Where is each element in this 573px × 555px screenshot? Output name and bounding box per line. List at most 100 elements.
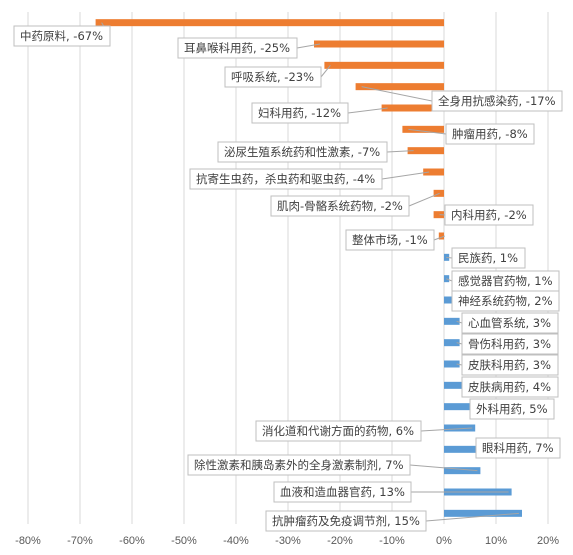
data-label-box [475,437,561,459]
bar [444,339,460,347]
leader-line [425,512,520,522]
data-label: 妇科用药, -12% [258,106,341,120]
bar [423,168,444,176]
data-label-box [461,354,559,376]
data-label-box [189,168,383,190]
data-label: 血液和造血器官药, 13% [280,485,405,499]
data-label: 除性激素和胰岛素外的全身激素制剂, 7% [194,458,404,472]
data-label: 感觉器官药物, 1% [458,274,553,288]
bar [314,40,444,48]
x-tick-label: -20% [327,535,353,547]
bar [444,317,460,325]
data-label-box [270,195,410,217]
data-label-box [345,229,435,251]
bar [444,467,481,475]
data-label-box [265,510,427,532]
leader-line [456,363,463,366]
data-label-box [444,204,534,226]
bar [444,509,522,517]
data-label-box [251,102,349,124]
leader-line [456,320,463,324]
data-label-box [461,376,559,398]
x-tick-label: 20% [537,535,559,547]
bar [438,232,444,240]
data-label-box [469,398,555,420]
bar [402,125,444,133]
data-label-box [461,333,559,355]
data-label-box [224,66,322,88]
bar [324,61,444,69]
leader-line [456,342,463,345]
leader-line [420,427,473,432]
data-label-box [217,141,388,163]
data-label: 肌肉-骨骼系统药物, -2% [277,199,403,213]
leader-lines [101,22,520,522]
x-tick-label: -40% [223,535,249,547]
bar [355,83,444,91]
data-label: 眼科用药, 7% [482,441,554,455]
data-labels: 中药原料, -67% 耳鼻喉科用药, -25% 呼吸系统, -23% 全身用抗感染药,… [13,25,563,532]
data-label: 泌尿生殖系统药和性激素, -7% [224,145,380,159]
bar [444,403,470,411]
data-label: 外科用药, 5% [476,402,548,416]
data-label-box [431,90,563,112]
data-label: 耳鼻喉科用药, -25% [184,41,290,55]
data-label: 全身用抗感染药, -17% [438,94,556,108]
data-label-box [13,25,111,47]
data-label: 皮肤科用药, 3% [468,358,551,372]
x-tick-label: -50% [171,535,197,547]
data-label-box [177,37,298,59]
x-tick-label: -70% [67,535,93,547]
x-tick-label: -80% [15,535,41,547]
leader-line [361,86,433,102]
data-label: 肿瘤用药, -8% [452,127,528,141]
bar [444,360,460,368]
data-label-box [255,420,422,442]
data-label: 抗寄生虫药，杀虫药和驱虫药, -4% [196,172,375,186]
leader-line [347,107,388,114]
data-label: 内科用药, -2% [451,208,527,222]
data-label-box [187,454,411,476]
data-label: 心血管系统, 3% [468,316,551,330]
data-label-box [273,481,412,503]
data-label: 消化道和代谢方面的药物, 6% [262,424,414,438]
data-label-box [445,123,535,145]
data-label: 皮肤病用药, 4% [468,380,551,394]
leader-line [320,65,331,78]
bar [444,445,481,453]
data-label: 中药原料, -67% [20,29,103,43]
data-label-box [461,312,559,334]
leader-line [446,256,453,259]
data-label: 神经系统药物, 2% [458,294,553,308]
leader-line [386,150,414,153]
data-label: 骨伤科用药, 3% [468,337,551,351]
data-label-box [451,290,560,312]
bar [95,19,444,27]
x-tick-label: -10% [379,535,405,547]
data-label: 抗肿瘤药及免疫调节剂, 15% [272,514,420,528]
bar [444,424,476,432]
leader-line [408,192,440,207]
x-tick-label: -30% [275,535,301,547]
bar [433,211,444,219]
data-label: 整体市场, -1% [352,233,428,247]
leader-line [446,278,453,282]
data-label: 呼吸系统, -23% [231,70,314,84]
data-label-box [451,247,526,269]
bar [444,296,455,304]
bar [444,381,465,389]
x-tick-label: 10% [485,535,507,547]
data-label: 民族药, 1% [458,251,518,265]
x-tick-label: 0% [436,535,452,547]
x-axis-ticks: -80% -70% -60% -50% -40% -30% -20% -10% 0% 10% 20% [15,535,559,547]
leader-line [433,235,445,241]
x-tick-label: -60% [119,535,145,547]
leader-line [381,171,430,180]
bar [381,104,444,112]
leader-line [409,464,478,472]
leader-line [408,128,447,135]
leader-line [296,43,321,49]
bar [407,147,444,155]
